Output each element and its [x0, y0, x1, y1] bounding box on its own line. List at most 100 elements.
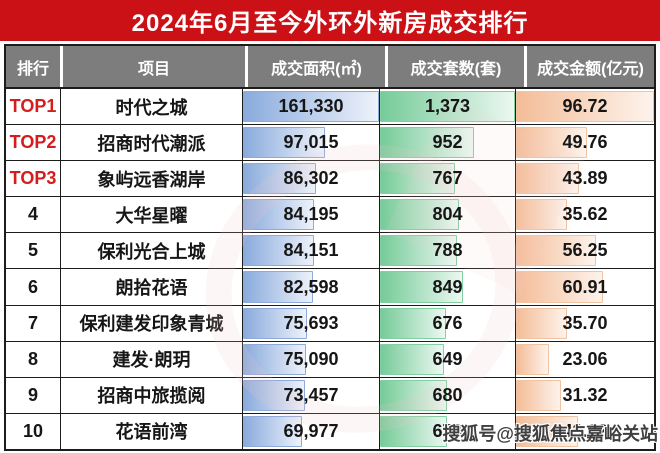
area-cell: 86,302	[242, 161, 379, 197]
table-row: 6 朗拾花语 82,598 849 60.91	[6, 268, 654, 305]
area-data-bar	[243, 307, 307, 339]
area-cell: 84,151	[242, 233, 379, 269]
units-data-bar	[380, 163, 456, 195]
amount-data-bar	[516, 415, 578, 447]
project-cell: 象屿远香湖岸	[60, 161, 242, 197]
table-row: 8 建发·朗玥 75,090 649 23.06	[6, 340, 654, 377]
project-cell: 保利建发印象青城	[60, 305, 242, 341]
table-row: 9 招商中旅揽阅 73,457 680 31.32	[6, 376, 654, 413]
area-cell: 69,977	[242, 413, 379, 449]
units-value: 649	[432, 348, 463, 369]
amount-value: 96.72	[562, 96, 608, 117]
title-bar: 2024年6月至今外环外新房成交排行	[0, 0, 660, 41]
project-cell: 招商中旅揽阅	[60, 377, 242, 413]
units-data-bar	[380, 271, 464, 303]
units-cell: 680	[379, 377, 515, 413]
area-data-bar	[243, 235, 314, 267]
amount-value: 49.76	[562, 132, 608, 153]
units-value: 952	[432, 132, 463, 153]
area-data-bar	[243, 199, 314, 231]
area-value: 84,195	[283, 204, 339, 225]
rank-cell: TOP2	[9, 132, 57, 153]
rank-cell: 9	[27, 384, 38, 405]
area-value: 86,302	[283, 168, 339, 189]
amount-value: 23.06	[562, 348, 608, 369]
amount-value: 31.32	[562, 384, 608, 405]
amount-value: 43.89	[562, 168, 608, 189]
rank-cell: 4	[27, 204, 38, 225]
amount-value: 60.91	[562, 276, 608, 297]
amount-data-bar	[516, 271, 603, 303]
rank-cell: 5	[27, 240, 38, 261]
amount-data-bar	[516, 235, 597, 267]
amount-cell: 31.32	[515, 377, 654, 413]
area-cell: 97,015	[242, 125, 379, 161]
amount-cell: 35.62	[515, 197, 654, 233]
column-header-units: 成交套数(套)	[388, 46, 524, 87]
amount-value: 43.32	[562, 420, 608, 441]
units-value: 788	[432, 240, 463, 261]
table-row: TOP2 招商时代潮派 97,015 952 49.76	[6, 124, 654, 161]
table-row: TOP3 象屿远香湖岸 86,302 767 43.89	[6, 160, 654, 197]
project-cell: 保利光合上城	[60, 233, 242, 269]
units-data-bar	[380, 235, 458, 267]
area-cell: 75,693	[242, 305, 379, 341]
units-value: 767	[432, 168, 463, 189]
area-data-bar	[243, 163, 316, 195]
area-cell: 75,090	[242, 341, 379, 377]
amount-value: 56.25	[562, 240, 608, 261]
amount-cell: 23.06	[515, 341, 654, 377]
table-row: 5 保利光合上城 84,151 788 56.25	[6, 232, 654, 269]
amount-value: 35.70	[562, 312, 608, 333]
area-value: 75,090	[283, 348, 339, 369]
rank-cell: 7	[27, 312, 38, 333]
amount-cell: 96.72	[515, 89, 654, 125]
area-value: 69,977	[283, 420, 339, 441]
rank-cell: 6	[27, 276, 38, 297]
area-value: 73,457	[283, 384, 339, 405]
table-row: 7 保利建发印象青城 75,693 676 35.70	[6, 304, 654, 341]
units-value: 1,373	[424, 96, 471, 117]
table-header-row: 排行 项目 成交面积(㎡) 成交套数(套) 成交金额(亿元)	[6, 46, 654, 89]
column-header-amount: 成交金额(亿元)	[527, 46, 654, 87]
units-cell: 649	[379, 341, 515, 377]
column-header-area: 成交面积(㎡)	[248, 46, 385, 87]
units-data-bar	[380, 415, 447, 447]
table-row: TOP1 时代之城 161,330 1,373 96.72	[6, 89, 654, 125]
amount-cell: 35.70	[515, 305, 654, 341]
units-cell: 767	[379, 161, 515, 197]
project-cell: 建发·朗玥	[60, 341, 242, 377]
units-data-bar	[380, 343, 444, 375]
rank-cell: 8	[27, 348, 38, 369]
watermark-text: 搜狐号@搜狐焦点嘉峪关站	[442, 424, 658, 444]
units-cell: 788	[379, 233, 515, 269]
column-header-project: 项目	[63, 46, 245, 87]
amount-value: 35.62	[562, 204, 608, 225]
project-cell: 招商时代潮派	[60, 125, 242, 161]
amount-data-bar	[516, 307, 567, 339]
units-cell: 1,373	[379, 89, 515, 125]
amount-data-bar	[516, 163, 579, 195]
area-cell: 73,457	[242, 377, 379, 413]
amount-data-bar	[516, 91, 654, 123]
units-data-bar	[380, 127, 474, 159]
units-value: 680	[432, 384, 463, 405]
units-cell: 679	[379, 413, 515, 449]
area-data-bar	[243, 415, 303, 447]
amount-data-bar	[516, 199, 567, 231]
units-cell: 676	[379, 305, 515, 341]
amount-data-bar	[516, 127, 587, 159]
area-value: 161,330	[278, 96, 344, 117]
project-cell: 大华星曜	[60, 197, 242, 233]
rank-cell: 10	[22, 420, 44, 441]
area-cell: 84,195	[242, 197, 379, 233]
rank-cell: TOP1	[9, 96, 57, 117]
amount-data-bar	[516, 379, 561, 411]
page-title: 2024年6月至今外环外新房成交排行	[131, 10, 529, 37]
area-data-bar	[243, 271, 313, 303]
units-data-bar	[380, 199, 460, 231]
units-cell: 804	[379, 197, 515, 233]
area-value: 75,693	[283, 312, 339, 333]
units-data-bar	[380, 379, 447, 411]
project-cell: 花语前湾	[60, 413, 242, 449]
